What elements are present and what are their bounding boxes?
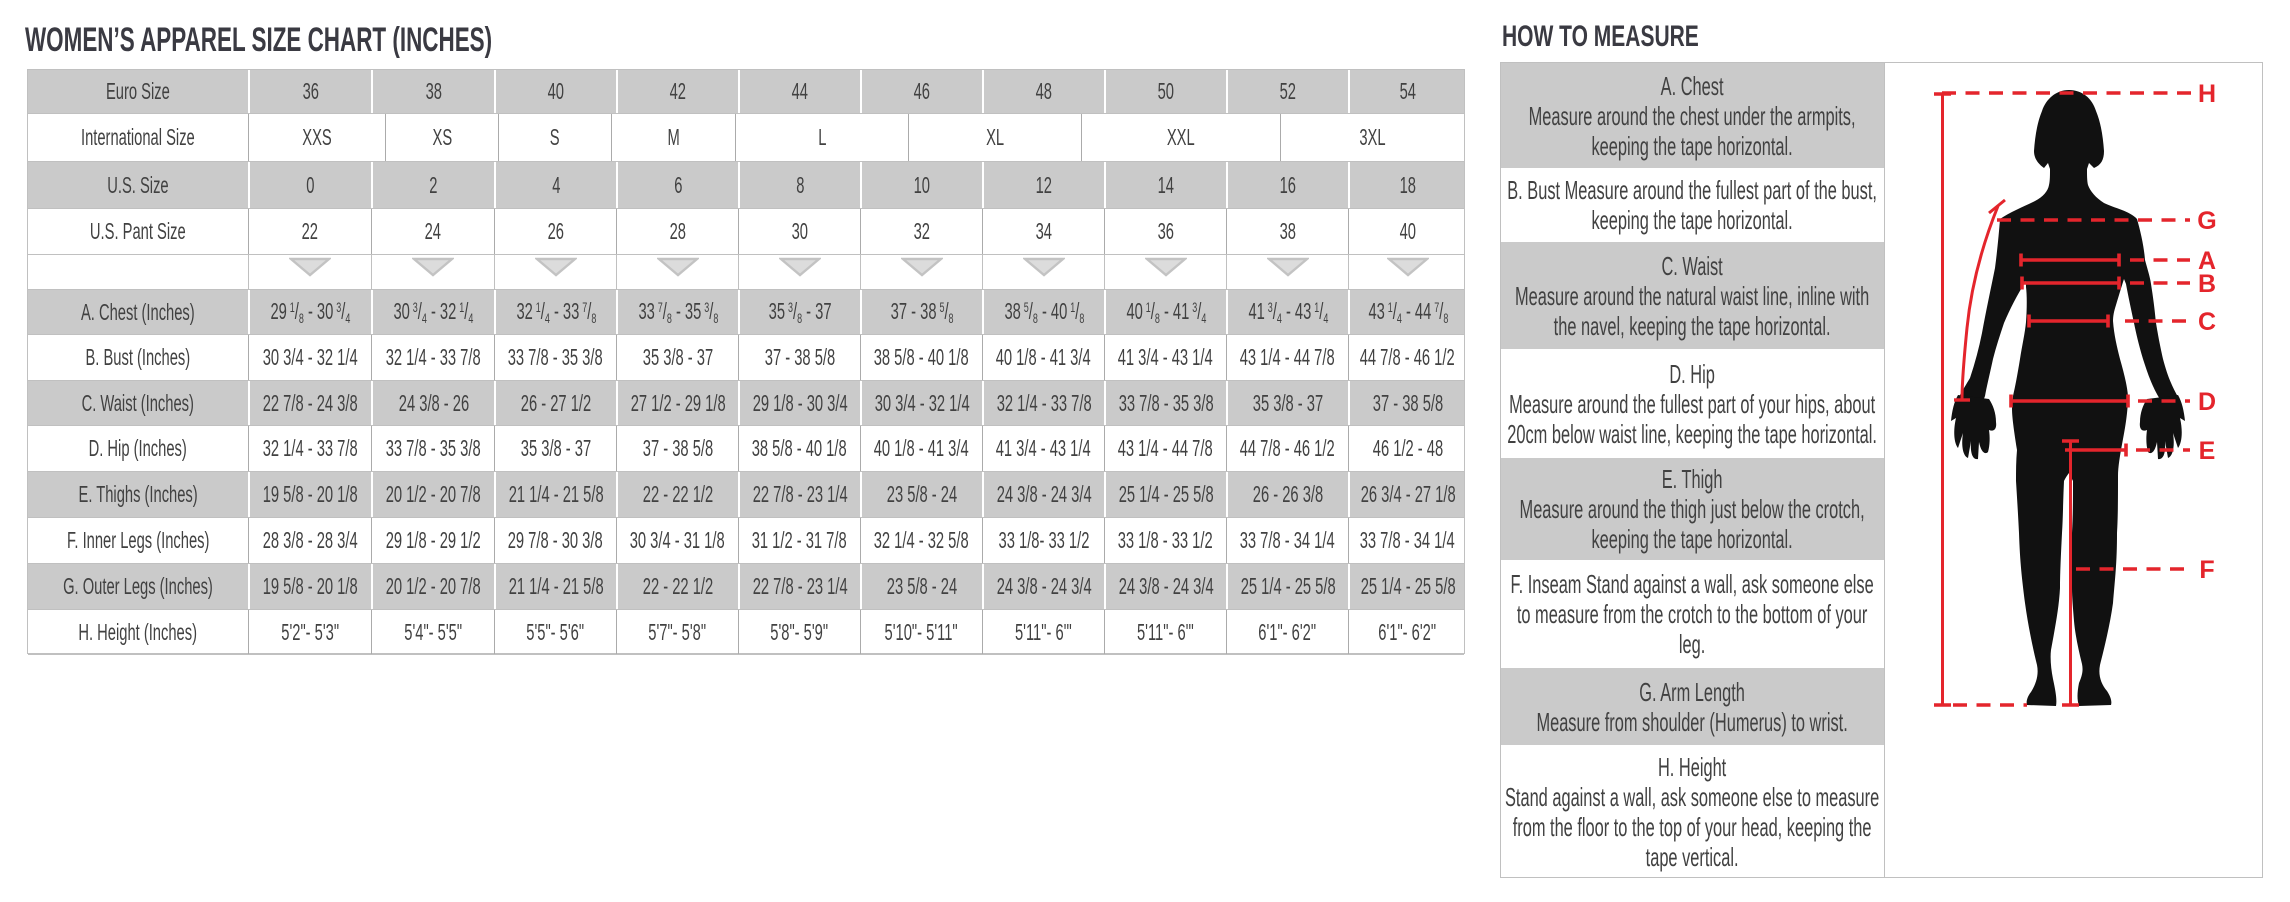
svg-text:H: H — [2198, 80, 2216, 108]
svg-text:F: F — [2199, 556, 2214, 584]
svg-text:C: C — [2198, 308, 2216, 336]
svg-text:D: D — [2198, 388, 2216, 416]
svg-text:A: A — [2198, 247, 2216, 275]
svg-text:B: B — [2198, 270, 2216, 298]
svg-text:G: G — [2197, 207, 2216, 235]
svg-text:E: E — [2199, 437, 2216, 465]
